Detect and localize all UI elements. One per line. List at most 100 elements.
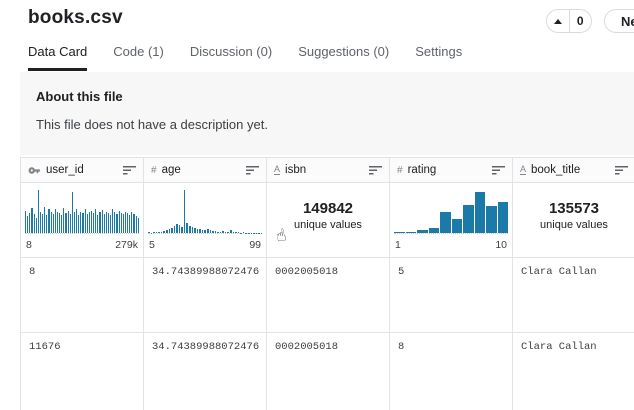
histogram-bar xyxy=(88,211,90,233)
column-menu-icon[interactable] xyxy=(492,165,505,175)
hist-max-label: 99 xyxy=(249,239,261,251)
histogram-bar xyxy=(219,231,222,233)
histogram-bar xyxy=(52,214,54,233)
histogram-bar xyxy=(61,214,63,233)
histogram-bar xyxy=(217,231,219,233)
histogram-bar xyxy=(129,214,131,233)
histogram-range-labels: 1 10 xyxy=(395,239,507,251)
histogram-bar xyxy=(59,213,61,233)
column-summary-age: 5 99 xyxy=(144,183,266,258)
histogram-bar xyxy=(417,230,428,233)
tab-settings[interactable]: Settings xyxy=(415,44,463,59)
histogram-bar xyxy=(110,214,112,233)
unique-values-summary: 149842 unique values xyxy=(267,183,389,231)
hist-min-label: 5 xyxy=(149,239,155,251)
column-name-book_title: book_title xyxy=(531,164,581,176)
histogram-bar xyxy=(189,225,191,233)
column-menu-icon[interactable] xyxy=(123,165,136,175)
histogram-bar xyxy=(463,204,474,233)
cell-book_title-row0: Clara Callan xyxy=(513,258,634,333)
string-type-icon: A xyxy=(274,164,281,175)
histogram-bar xyxy=(65,212,67,233)
histogram-bar xyxy=(48,209,50,233)
histogram-bar xyxy=(474,191,485,233)
histogram-bar xyxy=(84,208,86,233)
about-heading: About this file xyxy=(36,89,123,104)
column-header-rating[interactable]: # rating xyxy=(390,158,512,183)
tab-code-1[interactable]: Code (1) xyxy=(113,44,164,59)
histogram-bar xyxy=(67,210,69,233)
number-type-icon: # xyxy=(397,164,403,176)
histogram-bar xyxy=(227,232,229,233)
data-table: user_id 8 279k 8 11676 # age 5 99 34.743899880724… xyxy=(20,157,634,410)
column-summary-rating: 1 10 xyxy=(390,183,512,258)
histogram-bar xyxy=(95,209,97,233)
tab-discussion-0[interactable]: Discussion (0) xyxy=(189,44,273,59)
new-notebook-button[interactable]: Ne xyxy=(604,9,634,33)
histogram-bar xyxy=(54,208,56,233)
vote-divider xyxy=(568,10,570,32)
histogram-bar xyxy=(451,219,462,233)
age-histogram xyxy=(148,190,263,234)
tab-data-card[interactable]: Data Card xyxy=(28,44,88,71)
column-rating: # rating 1 10 5 8 xyxy=(390,158,513,410)
histogram-bar xyxy=(176,223,178,233)
about-description: This file does not have a description ye… xyxy=(36,117,268,132)
cell-user_id-row0: 8 xyxy=(21,258,143,333)
histogram-bar xyxy=(63,208,65,233)
histogram-bar xyxy=(86,214,88,233)
new-notebook-label: Ne xyxy=(621,13,634,29)
histogram-bar xyxy=(183,190,186,233)
column-menu-icon[interactable] xyxy=(246,165,259,175)
cell-user_id-row1: 11676 xyxy=(29,341,61,353)
cell-isbn-row1: 0002005018 xyxy=(275,341,339,353)
column-summary-isbn: 149842 unique values xyxy=(267,183,389,258)
caret-up-icon xyxy=(553,18,562,24)
upvote-button[interactable]: 0 xyxy=(546,9,592,33)
histogram-bar xyxy=(212,230,214,233)
histogram-bar xyxy=(242,232,245,233)
upvote-caret-section[interactable] xyxy=(547,18,569,24)
hist-max-label: 10 xyxy=(495,239,507,251)
histogram-bar xyxy=(33,214,35,233)
histogram-bar xyxy=(105,211,107,233)
column-summary-book_title: 135573 unique values xyxy=(513,183,634,258)
histogram-bar xyxy=(165,230,168,233)
column-header-user_id[interactable]: user_id xyxy=(21,158,143,183)
histogram-bar xyxy=(405,231,416,233)
histogram-bar xyxy=(27,215,29,233)
histogram-bar xyxy=(204,230,206,233)
histogram-bar xyxy=(124,211,126,233)
column-summary-user_id: 8 279k xyxy=(21,183,143,258)
column-user_id: user_id 8 279k 8 11676 xyxy=(21,158,144,410)
page-title: books.csv xyxy=(28,7,123,28)
histogram-bar xyxy=(214,231,217,233)
histogram-bar xyxy=(168,229,171,233)
histogram-bar xyxy=(158,231,160,233)
string-type-icon: A xyxy=(520,164,527,175)
histogram-bar xyxy=(206,228,209,233)
unique-count: 149842 xyxy=(302,200,354,217)
histogram-bar xyxy=(181,226,183,233)
cell-book_title-row1: Clara Callan xyxy=(521,341,597,353)
histogram-bar xyxy=(237,232,240,233)
histogram-bar xyxy=(235,232,237,233)
histogram-bar xyxy=(42,213,44,233)
unique-count: 135573 xyxy=(548,200,600,217)
histogram-bar xyxy=(31,208,33,233)
histogram-bar xyxy=(118,210,120,233)
histogram-bar xyxy=(103,213,105,233)
histogram-bar xyxy=(440,212,451,233)
column-name-age: age xyxy=(161,164,181,176)
column-header-age[interactable]: # age xyxy=(144,158,266,183)
histogram-bar xyxy=(224,232,227,233)
upvote-count[interactable]: 0 xyxy=(576,14,584,28)
histogram-bar xyxy=(232,231,235,233)
histogram-bar xyxy=(155,232,158,233)
histogram-bar xyxy=(133,213,135,233)
column-menu-icon[interactable] xyxy=(615,165,628,175)
tab-suggestions-0[interactable]: Suggestions (0) xyxy=(298,44,390,59)
column-menu-icon[interactable] xyxy=(369,165,382,175)
